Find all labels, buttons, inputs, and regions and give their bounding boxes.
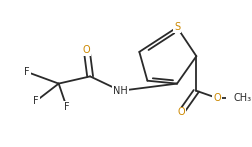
Text: NH: NH	[113, 86, 128, 96]
Text: F: F	[64, 102, 69, 112]
Text: O: O	[83, 45, 90, 55]
Text: O: O	[177, 107, 185, 117]
Text: S: S	[174, 22, 180, 32]
Text: F: F	[34, 96, 39, 106]
Text: F: F	[24, 67, 30, 77]
Text: CH₃: CH₃	[233, 93, 251, 103]
Text: O: O	[213, 93, 221, 103]
